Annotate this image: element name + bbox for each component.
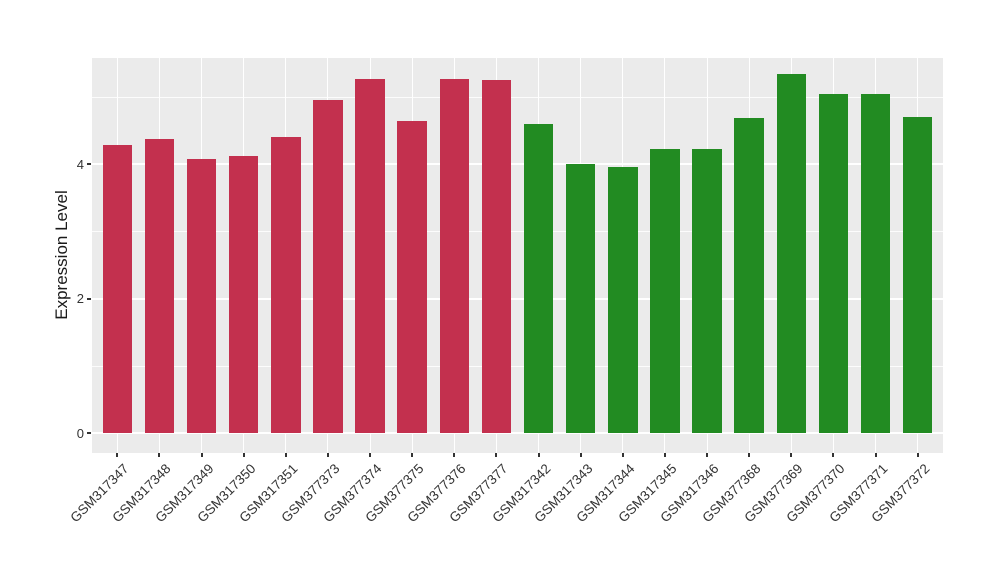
bar-GSM317343: [565, 163, 596, 434]
x-tick-mark: [369, 453, 372, 457]
bar-GSM377376: [439, 78, 470, 434]
bar-GSM317345: [650, 148, 680, 434]
x-tick-mark: [158, 453, 161, 457]
y-tick-label: 4: [76, 156, 84, 172]
gridline-major: [92, 297, 943, 300]
bar-GSM317344: [608, 167, 638, 434]
x-tick-mark: [537, 453, 540, 457]
x-tick-mark: [916, 453, 919, 457]
y-tick-mark: [87, 163, 91, 166]
x-tick-mark: [411, 453, 414, 457]
plot-panel: [92, 58, 943, 453]
gridline-minor: [92, 231, 943, 233]
bar-GSM317350: [228, 155, 259, 434]
bar-GSM317342: [523, 123, 554, 434]
x-tick-mark: [200, 453, 203, 457]
x-tick-mark: [621, 453, 624, 457]
bar-GSM377368: [734, 117, 764, 434]
bar-GSM377369: [776, 74, 807, 434]
x-tick-mark: [579, 453, 582, 457]
bar-GSM377377: [481, 80, 512, 434]
gridline-major: [92, 432, 943, 435]
bar-GSM377371: [860, 93, 891, 434]
x-tick-mark: [663, 453, 666, 457]
y-tick-mark: [87, 297, 91, 300]
x-tick-mark: [453, 453, 456, 457]
y-tick-label: 0: [76, 425, 84, 441]
x-tick-mark: [326, 453, 329, 457]
y-tick-label: 2: [76, 291, 84, 307]
bar-GSM317351: [271, 137, 301, 434]
gridline-minor: [92, 365, 943, 367]
y-tick-mark: [87, 432, 91, 435]
x-tick-mark: [832, 453, 835, 457]
bar-GSM317348: [144, 138, 175, 434]
gridline-major: [92, 163, 943, 166]
bar-GSM317347: [102, 144, 133, 434]
x-tick-mark: [706, 453, 709, 457]
x-tick-mark: [748, 453, 751, 457]
bar-GSM317346: [692, 148, 722, 434]
bar-GSM317349: [186, 158, 217, 434]
x-tick-mark: [495, 453, 498, 457]
bar-GSM377372: [902, 116, 933, 434]
x-tick-mark: [874, 453, 877, 457]
x-tick-mark: [284, 453, 287, 457]
x-tick-mark: [242, 453, 245, 457]
gridline-minor: [92, 96, 943, 98]
bar-GSM377375: [397, 121, 427, 434]
x-tick-mark: [790, 453, 793, 457]
x-tick-mark: [116, 453, 119, 457]
bar-GSM377370: [818, 94, 849, 434]
bar-GSM377374: [355, 78, 385, 434]
bar-GSM377373: [313, 99, 343, 434]
